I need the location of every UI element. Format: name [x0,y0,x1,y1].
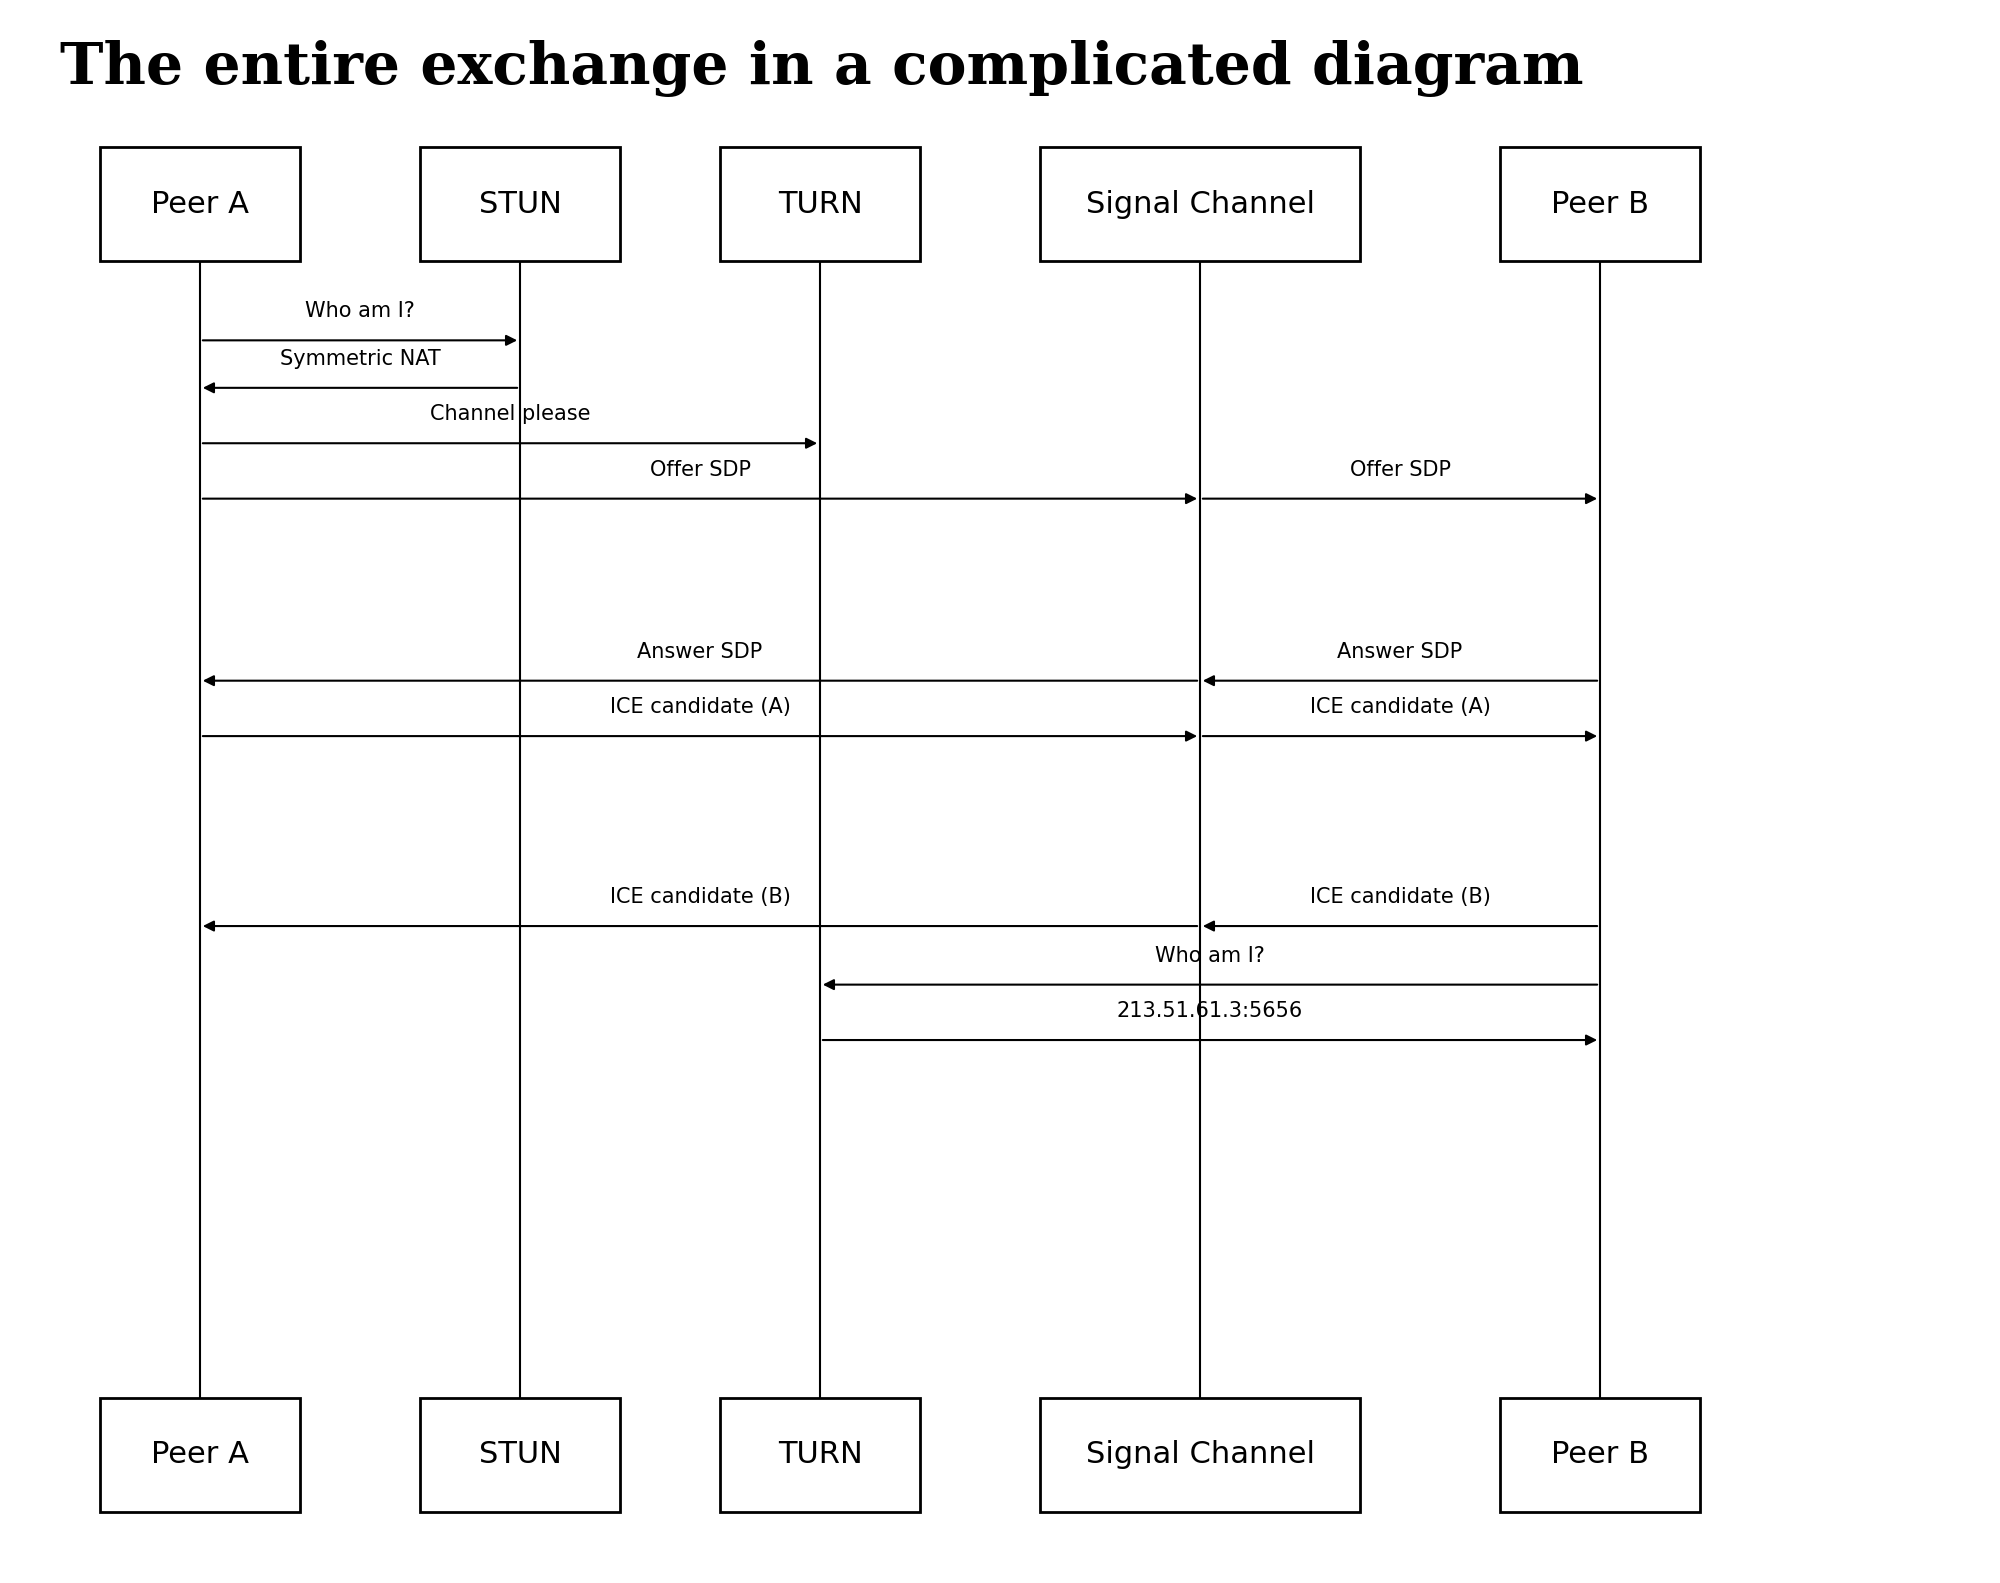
Text: Answer SDP: Answer SDP [638,641,762,662]
FancyBboxPatch shape [100,1398,300,1512]
Text: Peer A: Peer A [152,1441,248,1469]
Text: Signal Channel: Signal Channel [1086,1441,1314,1469]
Text: Peer B: Peer B [1552,1441,1648,1469]
FancyBboxPatch shape [1500,147,1700,261]
Text: TURN: TURN [778,1441,862,1469]
Text: Peer A: Peer A [152,190,248,218]
Text: Offer SDP: Offer SDP [650,459,750,480]
Text: Channel please: Channel please [430,404,590,424]
Text: Peer B: Peer B [1552,190,1648,218]
Text: 213.51.61.3:5656: 213.51.61.3:5656 [1116,1000,1304,1021]
FancyBboxPatch shape [1040,147,1360,261]
FancyBboxPatch shape [720,147,920,261]
Text: TURN: TURN [778,190,862,218]
Text: ICE candidate (B): ICE candidate (B) [1310,886,1490,907]
FancyBboxPatch shape [1500,1398,1700,1512]
FancyBboxPatch shape [420,1398,620,1512]
FancyBboxPatch shape [1040,1398,1360,1512]
Text: The entire exchange in a complicated diagram: The entire exchange in a complicated dia… [60,40,1584,97]
Text: ICE candidate (B): ICE candidate (B) [610,886,790,907]
Text: Symmetric NAT: Symmetric NAT [280,348,440,369]
Text: ICE candidate (A): ICE candidate (A) [610,697,790,717]
Text: Offer SDP: Offer SDP [1350,459,1450,480]
Text: STUN: STUN [478,1441,562,1469]
Text: Who am I?: Who am I? [1156,945,1264,966]
FancyBboxPatch shape [100,147,300,261]
FancyBboxPatch shape [420,147,620,261]
Text: Answer SDP: Answer SDP [1338,641,1462,662]
Text: ICE candidate (A): ICE candidate (A) [1310,697,1490,717]
Text: Who am I?: Who am I? [306,301,414,321]
Text: Signal Channel: Signal Channel [1086,190,1314,218]
FancyBboxPatch shape [720,1398,920,1512]
Text: STUN: STUN [478,190,562,218]
